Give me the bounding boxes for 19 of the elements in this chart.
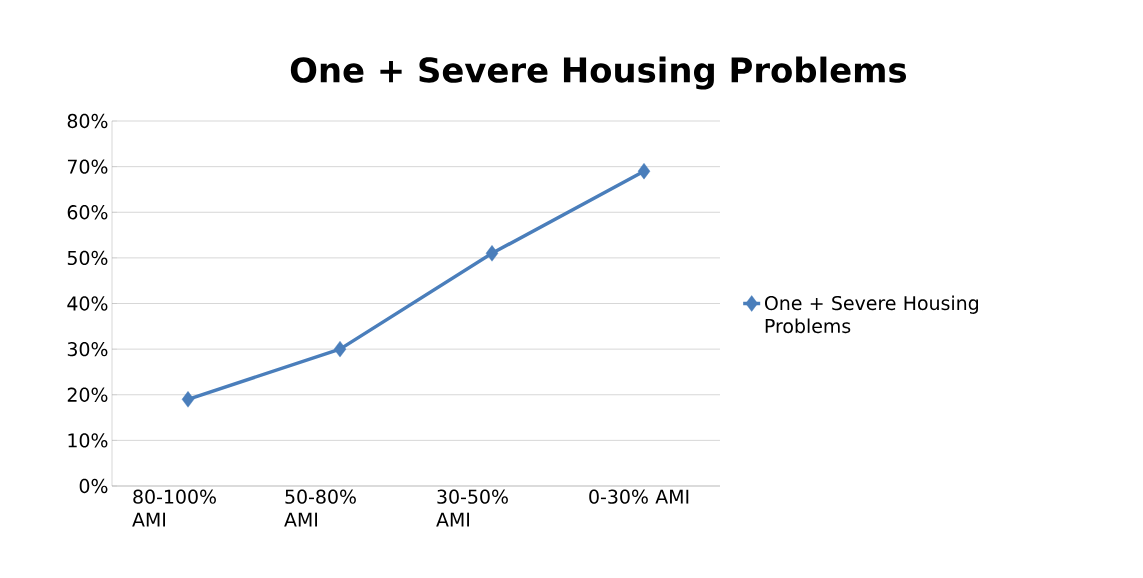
x-tick-label: 80-100% AMI xyxy=(132,489,216,527)
y-tick-label: 0% xyxy=(79,478,108,494)
y-tick-label: 10% xyxy=(68,433,108,448)
x-tick-label: 30-50% AMI xyxy=(436,489,508,527)
y-tick-label: 60% xyxy=(67,205,108,220)
chart-title: One + Severe Housing Problems xyxy=(290,56,907,90)
point xyxy=(333,340,347,358)
y-tick-label: 70% xyxy=(67,159,108,174)
y-tick-label: 80% xyxy=(67,113,108,129)
y-tick-label: 50% xyxy=(67,250,108,266)
x-tick-label: 50-80% AMI xyxy=(284,489,356,527)
point xyxy=(637,163,651,180)
y-tick-label: 40% xyxy=(67,296,108,311)
y-tick-label: 30% xyxy=(67,341,108,357)
legend-label: One + Severe Housing Problems xyxy=(764,295,978,334)
x-tick-label: 0-30% AMI xyxy=(589,489,689,504)
point xyxy=(181,391,195,408)
point xyxy=(485,245,499,262)
y-tick-label: 20% xyxy=(67,387,108,402)
